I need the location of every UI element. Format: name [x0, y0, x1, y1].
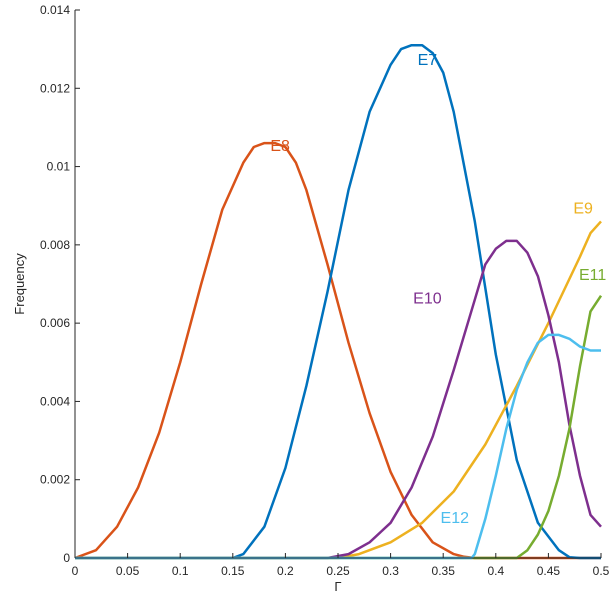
series-label-e11: E11: [579, 267, 606, 284]
series-label-e10: E10: [413, 291, 442, 308]
x-tick-label: 0.25: [326, 564, 350, 578]
x-tick-label: 0.05: [116, 564, 140, 578]
x-tick-label: 0.2: [277, 564, 294, 578]
series-label-e12: E12: [441, 510, 470, 527]
y-tick-label: 0.014: [40, 3, 70, 17]
x-tick-label: 0.3: [382, 564, 399, 578]
y-tick-label: 0.01: [47, 160, 71, 174]
series-line-e8: [74, 141, 601, 560]
x-tick-label: 0.1: [172, 564, 189, 578]
series-label-e8: E8: [270, 138, 290, 155]
series-line-e10: [75, 239, 602, 560]
series-labels-layer: E8 E7 E9 E10 E11 E12: [270, 52, 606, 527]
x-tick-label: 0.35: [432, 564, 456, 578]
y-tick-label: 0.008: [40, 238, 70, 252]
x-axis-label: Γ: [334, 579, 341, 594]
y-tick-label: 0.006: [40, 316, 70, 330]
series-line-e9: [75, 220, 602, 560]
x-tick-label: 0.4: [487, 564, 504, 578]
ticks-layer: 0 0.05 0.1 0.15 0.2 0.25 0.3 0.35 0.4 0.45 0.5 0 0.0…: [40, 3, 610, 578]
x-tick-label: 0.45: [537, 564, 561, 578]
y-tick-label: 0.012: [40, 81, 70, 95]
y-tick-label: 0: [63, 551, 70, 565]
series-layer: [74, 43, 603, 560]
series-line-e11: [75, 295, 603, 560]
series-label-e7: E7: [418, 52, 438, 69]
y-axis-label: Frequency: [12, 253, 27, 315]
x-tick-label: 0.15: [221, 564, 245, 578]
x-tick-label: 0: [72, 564, 79, 578]
series-label-e9: E9: [573, 201, 593, 218]
y-tick-label: 0.004: [40, 394, 70, 408]
x-tick-label: 0.5: [593, 564, 610, 578]
y-tick-label: 0.002: [40, 473, 70, 487]
series-line-e12: [75, 333, 601, 560]
